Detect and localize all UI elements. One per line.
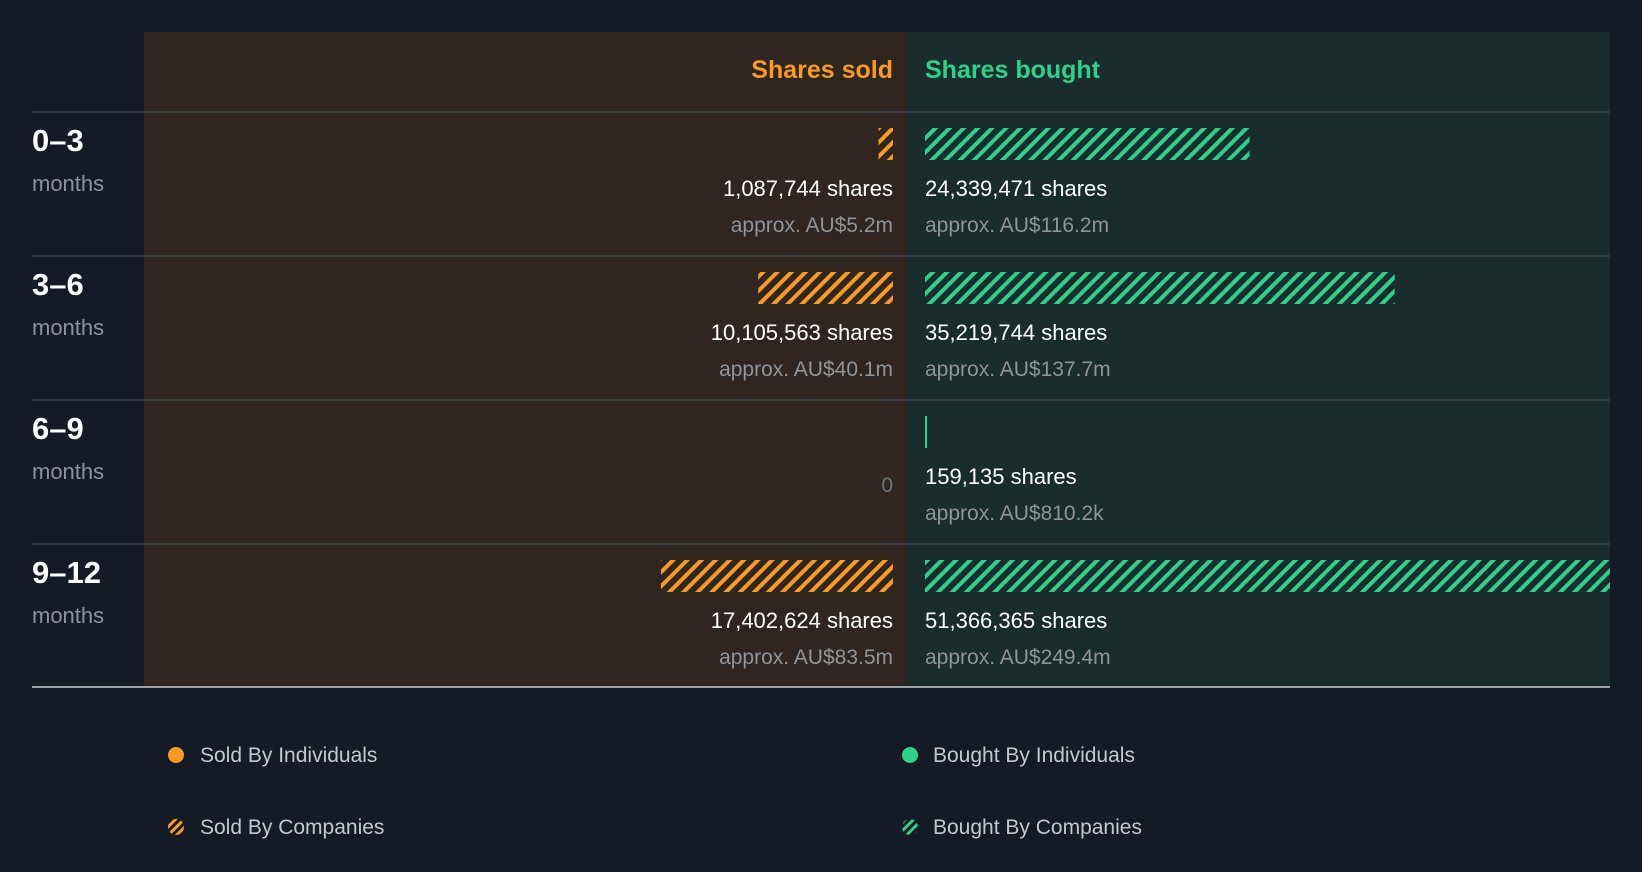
- period-label: 0–3: [32, 123, 84, 158]
- period-unit: months: [32, 171, 104, 196]
- bought-bar: [925, 416, 928, 448]
- bought-companies-hatched-dot-icon: [902, 819, 918, 835]
- bought-individuals-dot-icon: [902, 747, 918, 763]
- bought-shares-label: 159,135 shares: [925, 464, 1077, 489]
- sold-zero-label: 0: [881, 474, 893, 497]
- bought-bar: [925, 272, 1395, 304]
- period-rows: 0–3 months 1,087,744 shares approx. AU$5.2m…: [32, 111, 1610, 669]
- sold-shares-label: 1,087,744 shares: [723, 176, 893, 201]
- legend: Sold By Individuals Bought By Individual…: [168, 744, 1142, 839]
- sold-approx-label: approx. AU$83.5m: [719, 646, 893, 669]
- period-unit: months: [32, 603, 104, 628]
- period-label: 9–12: [32, 555, 101, 590]
- sold-bar: [878, 128, 893, 160]
- bought-approx-label: approx. AU$116.2m: [925, 214, 1109, 237]
- sold-approx-label: approx. AU$5.2m: [731, 214, 893, 237]
- sold-shares-label: 10,105,563 shares: [711, 320, 893, 345]
- sold-approx-label: approx. AU$40.1m: [719, 358, 893, 381]
- sold-companies-hatched-dot-icon: [168, 819, 184, 835]
- period-label: 3–6: [32, 267, 84, 302]
- bought-shares-label: 35,219,744 shares: [925, 320, 1107, 345]
- bought-approx-label: approx. AU$137.7m: [925, 358, 1111, 381]
- legend-label-sold-companies: Sold By Companies: [200, 816, 384, 839]
- period-unit: months: [32, 315, 104, 340]
- bought-shares-label: 24,339,471 shares: [925, 176, 1107, 201]
- bought-approx-label: approx. AU$249.4m: [925, 646, 1111, 669]
- legend-label-bought-individuals: Bought By Individuals: [933, 744, 1135, 767]
- bought-bar: [925, 128, 1250, 160]
- shares-sold-header: Shares sold: [751, 56, 893, 84]
- bought-bar: [925, 560, 1610, 592]
- sold-bar: [758, 272, 893, 304]
- sold-bar: [660, 560, 893, 592]
- period-label: 6–9: [32, 411, 84, 446]
- legend-label-bought-companies: Bought By Companies: [933, 816, 1142, 839]
- bought-approx-label: approx. AU$810.2k: [925, 502, 1104, 525]
- bought-shares-label: 51,366,365 shares: [925, 608, 1107, 633]
- shares-bought-header: Shares bought: [925, 56, 1101, 84]
- sold-individuals-dot-icon: [168, 747, 184, 763]
- sold-shares-label: 17,402,624 shares: [711, 608, 893, 633]
- period-unit: months: [32, 459, 104, 484]
- legend-label-sold-individuals: Sold By Individuals: [200, 744, 377, 767]
